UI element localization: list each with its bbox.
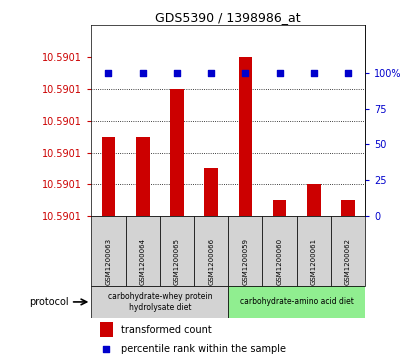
Bar — [341, 200, 355, 216]
Bar — [100, 322, 113, 337]
Bar — [228, 286, 365, 318]
Text: transformed count: transformed count — [122, 325, 212, 335]
Bar — [136, 136, 149, 216]
Point — [276, 70, 283, 76]
Text: GSM1200061: GSM1200061 — [311, 237, 317, 285]
Bar — [91, 216, 126, 286]
Bar — [297, 216, 331, 286]
Point — [310, 70, 317, 76]
Text: GSM1200060: GSM1200060 — [277, 237, 283, 285]
Bar — [228, 216, 262, 286]
Text: GSM1200059: GSM1200059 — [242, 237, 248, 285]
Bar — [263, 216, 297, 286]
Bar — [204, 168, 218, 216]
Text: protocol: protocol — [29, 297, 69, 307]
Bar — [331, 216, 365, 286]
Bar — [194, 216, 228, 286]
Text: GSM1200064: GSM1200064 — [140, 237, 146, 285]
Text: GSM1200065: GSM1200065 — [174, 237, 180, 285]
Bar — [102, 136, 115, 216]
Text: percentile rank within the sample: percentile rank within the sample — [122, 344, 286, 354]
Text: carbohydrate-amino acid diet: carbohydrate-amino acid diet — [240, 297, 354, 306]
Point — [105, 70, 112, 76]
Bar — [307, 184, 321, 216]
Text: carbohydrate-whey protein
hydrolysate diet: carbohydrate-whey protein hydrolysate di… — [107, 292, 212, 311]
Title: GDS5390 / 1398986_at: GDS5390 / 1398986_at — [156, 11, 301, 24]
Bar — [239, 57, 252, 216]
Point — [242, 70, 249, 76]
Text: GSM1200062: GSM1200062 — [345, 237, 351, 285]
Point — [139, 70, 146, 76]
Bar — [160, 216, 194, 286]
Text: GSM1200066: GSM1200066 — [208, 237, 214, 285]
Bar — [91, 286, 228, 318]
Bar — [170, 89, 184, 216]
Point — [345, 70, 352, 76]
Bar — [273, 200, 286, 216]
Point — [208, 70, 215, 76]
Text: GSM1200063: GSM1200063 — [105, 237, 111, 285]
Point — [103, 346, 110, 352]
Point — [173, 70, 180, 76]
Bar — [126, 216, 160, 286]
